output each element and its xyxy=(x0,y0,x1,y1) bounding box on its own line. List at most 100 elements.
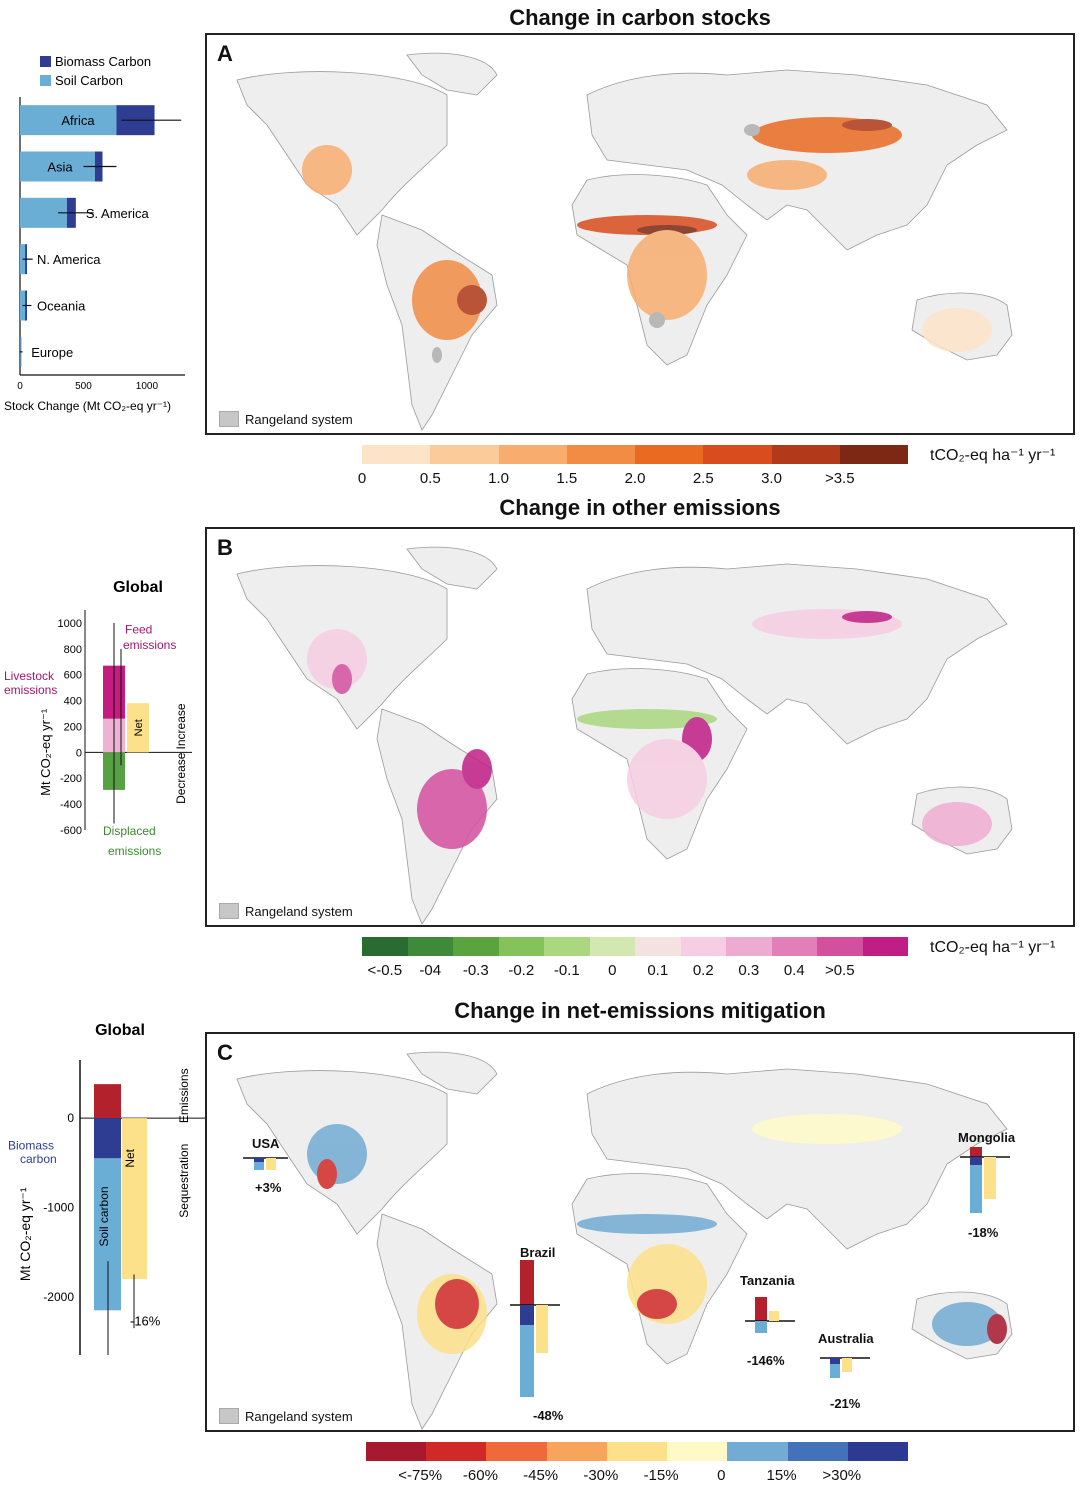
scale-tick-label: 1.5 xyxy=(556,470,578,487)
legend-swatch xyxy=(40,75,51,86)
unit-a: tCO₂-eq ha⁻¹ yr⁻¹ xyxy=(930,447,1056,464)
scale-swatch xyxy=(362,937,408,956)
category-label: Europe xyxy=(31,345,73,360)
world-map-b xyxy=(236,546,1013,925)
scale-swatch xyxy=(407,937,453,956)
livestock-label: Livestock xyxy=(4,669,55,683)
livestock-label: emissions xyxy=(4,683,57,697)
y-axis-label: Mt CO₂-eq yr⁻¹ xyxy=(17,1187,33,1281)
biomass-bar xyxy=(94,1118,121,1159)
legend-label: Soil Carbon xyxy=(55,73,123,88)
category-label: Oceania xyxy=(37,299,86,314)
scale-swatch xyxy=(635,445,704,464)
country-label-australia: Australia xyxy=(818,1331,874,1346)
net-bar xyxy=(127,703,149,753)
scale-tick-label: -15% xyxy=(643,1467,679,1484)
mongolia-mini-bars xyxy=(960,1147,1010,1213)
scale-swatch xyxy=(667,1442,728,1461)
scale-tick-label: 0.1 xyxy=(647,962,669,979)
scale-swatch xyxy=(703,445,772,464)
scale-tick-label: 0.2 xyxy=(692,962,714,979)
rangeland-legend-c: Rangeland system xyxy=(219,1408,353,1424)
scale-tick-label: <-75% xyxy=(398,1467,443,1484)
scale-swatch xyxy=(362,445,431,464)
scale-swatch xyxy=(817,937,863,956)
scale-swatch xyxy=(680,937,726,956)
scale-ticks-a: 0 0.5 1.0 1.5 2.0 2.5 3.0 >3.5 xyxy=(358,470,908,490)
feed-label: emissions xyxy=(123,638,176,652)
color-scale-c xyxy=(366,1442,908,1461)
legend-label: Biomass Carbon xyxy=(55,54,151,69)
displaced-label: emissions xyxy=(108,844,161,858)
panel-b-map: B Rangeland system xyxy=(205,527,1075,927)
scale-swatch xyxy=(366,1442,427,1461)
scale-swatch xyxy=(544,937,590,956)
rangeland-swatch xyxy=(219,411,239,427)
scale-tick-label: 2.5 xyxy=(692,470,714,487)
emissions-axis-label: Emissions xyxy=(177,1068,191,1123)
scale-tick-label: -0.3 xyxy=(462,962,489,979)
brazil-mini-bars xyxy=(510,1260,560,1397)
country-pct-tanzania: -146% xyxy=(747,1353,785,1368)
y-tick-label: 1000 xyxy=(58,618,82,630)
scale-tick-label: 0 xyxy=(357,470,367,487)
panel-b-letter: B xyxy=(217,535,233,560)
scale-swatch xyxy=(486,1442,547,1461)
scale-ticks-b: <-0.5 -04 -0.3 -0.2 -0.1 0 0.1 0.2 0.3 0.4 >0.5 xyxy=(362,962,908,982)
scale-tick-label: >30% xyxy=(822,1467,862,1484)
sequestration-axis-label: Sequestration xyxy=(177,1144,191,1218)
scale-tick-label: >3.5 xyxy=(824,470,855,487)
color-scale-a xyxy=(362,445,908,464)
soil-bar xyxy=(20,151,95,182)
panel-c-letter: C xyxy=(217,1040,233,1065)
y-tick-label: -1000 xyxy=(43,1201,74,1215)
category-label: N. America xyxy=(37,252,101,267)
x-tick-label: 0 xyxy=(17,381,23,392)
category-label: Asia xyxy=(47,160,73,175)
rangeland-label: Rangeland system xyxy=(245,411,353,427)
scale-swatch xyxy=(566,445,635,464)
scale-tick-label: -0.1 xyxy=(553,962,580,979)
scale-swatch xyxy=(546,1442,607,1461)
rangeland-swatch xyxy=(219,903,239,919)
scale-tick-label: -45% xyxy=(523,1467,559,1484)
y-tick-label: -600 xyxy=(60,825,82,837)
scale-tick-label: 1.0 xyxy=(488,470,509,487)
scale-swatch xyxy=(426,1442,487,1461)
scale-tick-label: 0 xyxy=(608,962,617,979)
country-pct-australia: -21% xyxy=(830,1396,861,1411)
scale-tick-label: 2.0 xyxy=(624,470,646,487)
scale-swatch xyxy=(589,937,635,956)
scale-swatch xyxy=(787,1442,848,1461)
y-tick-label: 200 xyxy=(64,721,82,733)
legend-swatch xyxy=(40,56,51,67)
displaced-label: Displaced xyxy=(103,824,156,838)
increase-label: Increase xyxy=(174,703,188,749)
x-tick-label: 1000 xyxy=(136,381,159,392)
scale-tick-label: -04 xyxy=(419,962,442,979)
scale-swatch xyxy=(862,937,908,956)
scale-tick-label: -60% xyxy=(462,1467,498,1484)
scale-swatch xyxy=(726,937,772,956)
country-label-tanzania: Tanzania xyxy=(740,1273,795,1288)
scale-swatch xyxy=(771,937,817,956)
australia-mini-bars xyxy=(820,1357,870,1378)
country-label-brazil: Brazil xyxy=(520,1245,556,1260)
emissions-bar xyxy=(94,1084,121,1119)
x-tick-label: 500 xyxy=(75,381,92,392)
scale-swatch xyxy=(839,445,908,464)
country-label-mongolia: Mongolia xyxy=(958,1130,1016,1145)
global-mitigation-chart: Global 0 -1000 -2000 Mt CO₂-eq yr⁻¹ Soil carb… xyxy=(8,1022,205,1355)
scale-tick-label: 15% xyxy=(766,1467,797,1484)
panel-a-title: Change in carbon stocks xyxy=(509,5,771,30)
y-tick-label: 0 xyxy=(67,1111,74,1125)
net-label: Net xyxy=(133,719,145,736)
country-pct-brazil: -48% xyxy=(533,1408,564,1423)
unit-b: tCO₂-eq ha⁻¹ yr⁻¹ xyxy=(930,939,1056,956)
rangeland-legend-a: Rangeland system xyxy=(219,411,353,427)
scale-tick-label: 0 xyxy=(717,1467,726,1484)
soil-bar xyxy=(20,105,117,136)
scale-swatch xyxy=(771,445,840,464)
world-map-c xyxy=(236,1051,1013,1430)
chart-title: Global xyxy=(113,579,163,596)
